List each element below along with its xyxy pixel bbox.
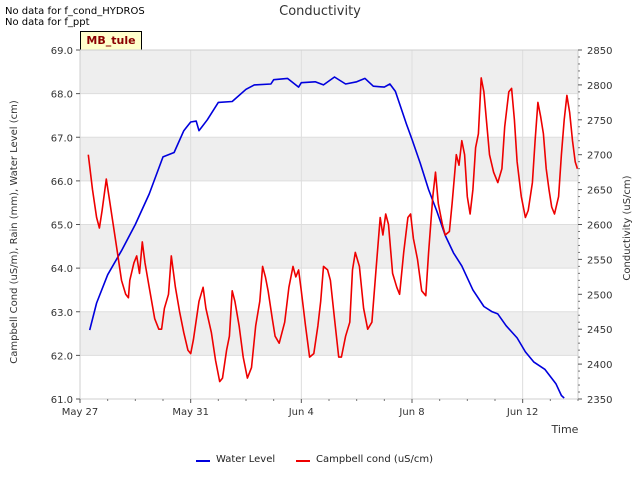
conductivity-chart: 61.0 62.0 63.0 64.0 65.0 66.0 67.0 68.0 69.0 2350… bbox=[9, 4, 633, 436]
series-lines bbox=[87, 76, 579, 399]
grid-lines bbox=[79, 49, 578, 400]
legend: Water Level Campbell cond (uS/cm) bbox=[0, 454, 640, 468]
series-line-water-level bbox=[88, 76, 565, 399]
notice-no-ppt: No data for f_ppt bbox=[5, 17, 90, 28]
y-tick-label-right: 2850 bbox=[587, 46, 612, 57]
grid-band bbox=[80, 224, 578, 269]
legend-label-water-level: Water Level bbox=[216, 454, 276, 465]
y-tick-label-right: 2600 bbox=[587, 221, 612, 232]
y-tick-label-left: 65.0 bbox=[51, 221, 73, 232]
chart-title: Conductivity bbox=[279, 4, 361, 19]
grid-band bbox=[80, 50, 578, 94]
x-tick-label: Jun 12 bbox=[506, 407, 539, 418]
x-tick-label: Jun 4 bbox=[288, 407, 314, 418]
y-tick-label-left: 63.0 bbox=[51, 308, 73, 319]
y-tick-label-left: 67.0 bbox=[51, 133, 73, 144]
legend-swatch-campbell-cond bbox=[296, 460, 310, 462]
y-tick-label-right: 2800 bbox=[587, 81, 612, 92]
legend-swatch-water-level bbox=[196, 460, 210, 462]
y-tick-label-left: 69.0 bbox=[51, 46, 73, 57]
y-tick-label-right: 2750 bbox=[587, 116, 612, 127]
grid-bands bbox=[80, 50, 578, 356]
notice-no-cond-hydros: No data for f_cond_HYDROS bbox=[5, 6, 145, 17]
y-tick-label-right: 2700 bbox=[587, 151, 612, 162]
y-tick-label-right: 2650 bbox=[587, 186, 612, 197]
y-tick-label-right: 2450 bbox=[587, 325, 612, 336]
x-tick-label: Jun 8 bbox=[398, 407, 424, 418]
y-axis-label-left: Campbell Cond (uS/m), Rain (mm), Water L… bbox=[9, 100, 20, 364]
y-tick-label-left: 62.0 bbox=[51, 351, 73, 362]
y-tick-label-left: 66.0 bbox=[51, 177, 73, 188]
y-tick-label-left: 64.0 bbox=[51, 264, 73, 275]
axes: 61.0 62.0 63.0 64.0 65.0 66.0 67.0 68.0 69.0 2350… bbox=[51, 46, 613, 418]
x-axis-label: Time bbox=[551, 423, 579, 436]
x-tick-label: May 27 bbox=[62, 407, 99, 418]
y-tick-label-right: 2550 bbox=[587, 255, 612, 266]
y-tick-label-right: 2500 bbox=[587, 290, 612, 301]
y-axis-label-right: Conductivity (uS/cm) bbox=[622, 175, 633, 280]
x-tick-label: May 31 bbox=[172, 407, 209, 418]
y-tick-label-left: 61.0 bbox=[51, 395, 73, 406]
y-tick-label-right: 2350 bbox=[587, 395, 612, 406]
y-tick-label-left: 68.0 bbox=[51, 90, 73, 101]
y-tick-label-right: 2400 bbox=[587, 360, 612, 371]
series-line-campbell-cond-us-cm bbox=[87, 77, 579, 383]
legend-label-campbell-cond: Campbell cond (uS/cm) bbox=[316, 454, 434, 465]
